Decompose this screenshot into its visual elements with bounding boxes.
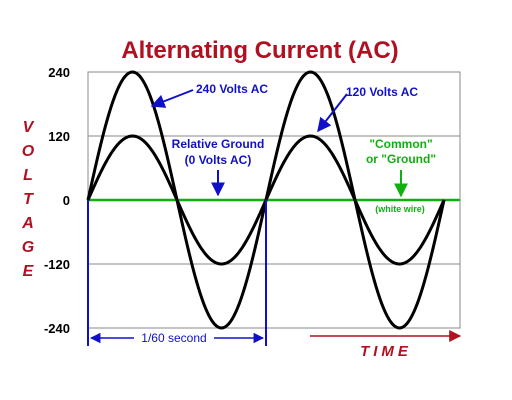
y-axis-label-letter: E xyxy=(23,263,35,280)
y-tick-label: -120 xyxy=(44,257,70,272)
y-axis-label-letter: V xyxy=(23,119,35,136)
label-common: "Common" xyxy=(369,137,432,151)
y-axis-label-letter: O xyxy=(22,143,35,160)
y-tick-label: 0 xyxy=(63,193,70,208)
y-axis-label-letter: L xyxy=(23,167,33,184)
arrow-120-volts xyxy=(317,93,348,133)
y-axis-label-letter: A xyxy=(21,215,34,232)
label-zero-volts: (0 Volts AC) xyxy=(185,153,252,167)
y-tick-label: 240 xyxy=(48,65,70,80)
arrow-240-volts xyxy=(150,89,194,108)
period-label: 1/60 second xyxy=(141,331,206,345)
label-or-ground: or "Ground" xyxy=(366,152,436,166)
y-axis-label-letter: T xyxy=(23,191,34,208)
chart-title: Alternating Current (AC) xyxy=(121,37,398,64)
y-tick-label: 120 xyxy=(48,129,70,144)
x-axis-label: TIME xyxy=(360,343,412,360)
y-tick-label: -240 xyxy=(44,321,70,336)
label-white-wire: (white wire) xyxy=(375,204,425,214)
label-240-volts: 240 Volts AC xyxy=(196,82,268,96)
label-relative-ground: Relative Ground xyxy=(172,137,265,151)
y-tick-labels: 240 120 0 -120 -240 xyxy=(44,65,70,336)
y-axis-label-letter: G xyxy=(22,239,34,256)
label-120-volts: 120 Volts AC xyxy=(346,85,418,99)
